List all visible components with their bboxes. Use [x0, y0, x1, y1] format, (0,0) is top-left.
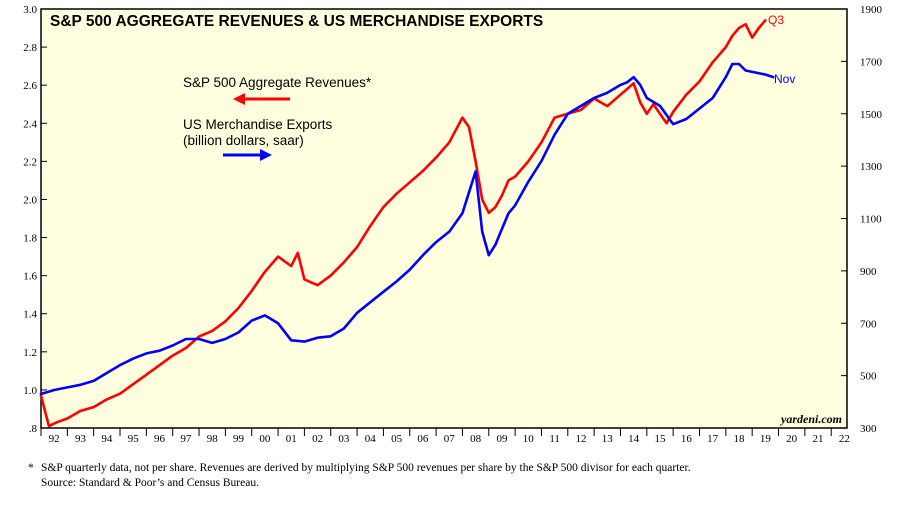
footnote-source: Source: Standard & Poor’s and Census Bur… [41, 477, 259, 489]
x-tick-label: 19 [760, 433, 772, 445]
right-y-tick-label: 500 [860, 371, 877, 383]
legend-revenues-label: S&P 500 Aggregate Revenues* [183, 75, 372, 90]
x-tick-label: 08 [470, 433, 482, 445]
legend-exports-label: US Merchandise Exports [183, 117, 333, 132]
x-tick-label: 18 [734, 433, 746, 445]
legend-exports-arrow [223, 149, 272, 161]
left-y-tick-label: 2.4 [23, 118, 37, 130]
x-tick-label: 14 [628, 433, 640, 445]
x-tick-label: 01 [286, 433, 297, 445]
left-y-tick-label: 1.8 [23, 233, 37, 245]
footnote-note: * S&P quarterly data, not per share. Reve… [28, 462, 691, 474]
left-y-tick-label: 1.0 [23, 385, 37, 397]
watermark: yardeni.com [779, 412, 842, 426]
end-label-exports: Nov [774, 72, 795, 86]
series-line-exports [39, 62, 775, 396]
legend-revenues-arrow [233, 93, 290, 105]
right-y-tick-label: 1100 [860, 214, 882, 226]
x-tick-label: 03 [338, 433, 350, 445]
x-tick-label: 11 [549, 433, 560, 445]
right-y-tick-label: 1700 [860, 56, 883, 68]
end-label-revenues: Q3 [768, 13, 784, 27]
x-tick-label: 21 [813, 433, 824, 445]
series-lines [39, 19, 775, 428]
left-y-axis: .8 1.0 1.2 1.4 1.6 1.8 2.0 2.2 2.4 2.6 2.8 3.0 [23, 4, 47, 435]
x-axis: 92 93 94 95 96 97 98 99 00 01 02 03 04 05 06 07 08 09 10 11… [40, 428, 850, 445]
right-y-tick-label: 900 [860, 266, 877, 278]
x-tick-label: 96 [154, 433, 166, 445]
footnote-star: * [28, 462, 34, 474]
x-tick-label: 93 [75, 433, 87, 445]
left-y-tick-label: 2.2 [23, 156, 37, 168]
right-y-tick-label: 300 [860, 423, 877, 435]
footnote-text: S&P quarterly data, not per share. Reven… [41, 462, 691, 474]
right-y-axis: 300 500 700 900 1100 1300 1500 1700 1900 [841, 4, 883, 435]
x-tick-label: 94 [101, 433, 113, 445]
x-tick-label: 99 [233, 433, 245, 445]
x-tick-label: 09 [496, 433, 508, 445]
x-tick-label: 06 [417, 433, 429, 445]
x-tick-label: 22 [839, 433, 850, 445]
right-y-tick-label: 1500 [860, 109, 883, 121]
x-tick-label: 07 [444, 433, 456, 445]
x-tick-label: 12 [575, 433, 586, 445]
x-tick-label: 97 [180, 433, 192, 445]
x-tick-label: 17 [707, 433, 719, 445]
chart-title: S&P 500 AGGREGATE REVENUES & US MERCHAND… [50, 13, 543, 30]
left-y-tick-label: 3.0 [23, 4, 37, 16]
x-tick-label: 04 [365, 433, 377, 445]
left-y-tick-label: 2.8 [23, 42, 37, 54]
right-y-tick-label: 1300 [860, 161, 883, 173]
x-tick-label: 20 [786, 433, 798, 445]
left-y-tick-label: 2.6 [23, 80, 37, 92]
x-tick-label: 10 [523, 433, 535, 445]
x-tick-label: 00 [259, 433, 271, 445]
x-tick-label: 92 [49, 433, 60, 445]
x-tick-label: 13 [602, 433, 614, 445]
x-tick-label: 02 [312, 433, 323, 445]
x-tick-label: 15 [654, 433, 666, 445]
series-line-revenues [39, 19, 767, 428]
left-y-tick-label: 2.0 [23, 194, 37, 206]
legend-exports-sublabel: (billion dollars, saar) [183, 133, 304, 148]
x-tick-label: 05 [391, 433, 403, 445]
left-y-tick-label: .8 [29, 423, 38, 435]
x-tick-label: 98 [207, 433, 219, 445]
x-tick-label: 16 [681, 433, 693, 445]
left-y-tick-label: 1.6 [23, 271, 37, 283]
left-y-tick-label: 1.2 [23, 347, 37, 359]
right-y-tick-label: 1900 [860, 4, 883, 16]
right-y-tick-label: 700 [860, 318, 877, 330]
x-tick-label: 95 [128, 433, 140, 445]
chart: S&P 500 AGGREGATE REVENUES & US MERCHAND… [23, 4, 883, 445]
left-y-tick-label: 1.4 [23, 309, 37, 321]
plot-area [40, 8, 848, 429]
